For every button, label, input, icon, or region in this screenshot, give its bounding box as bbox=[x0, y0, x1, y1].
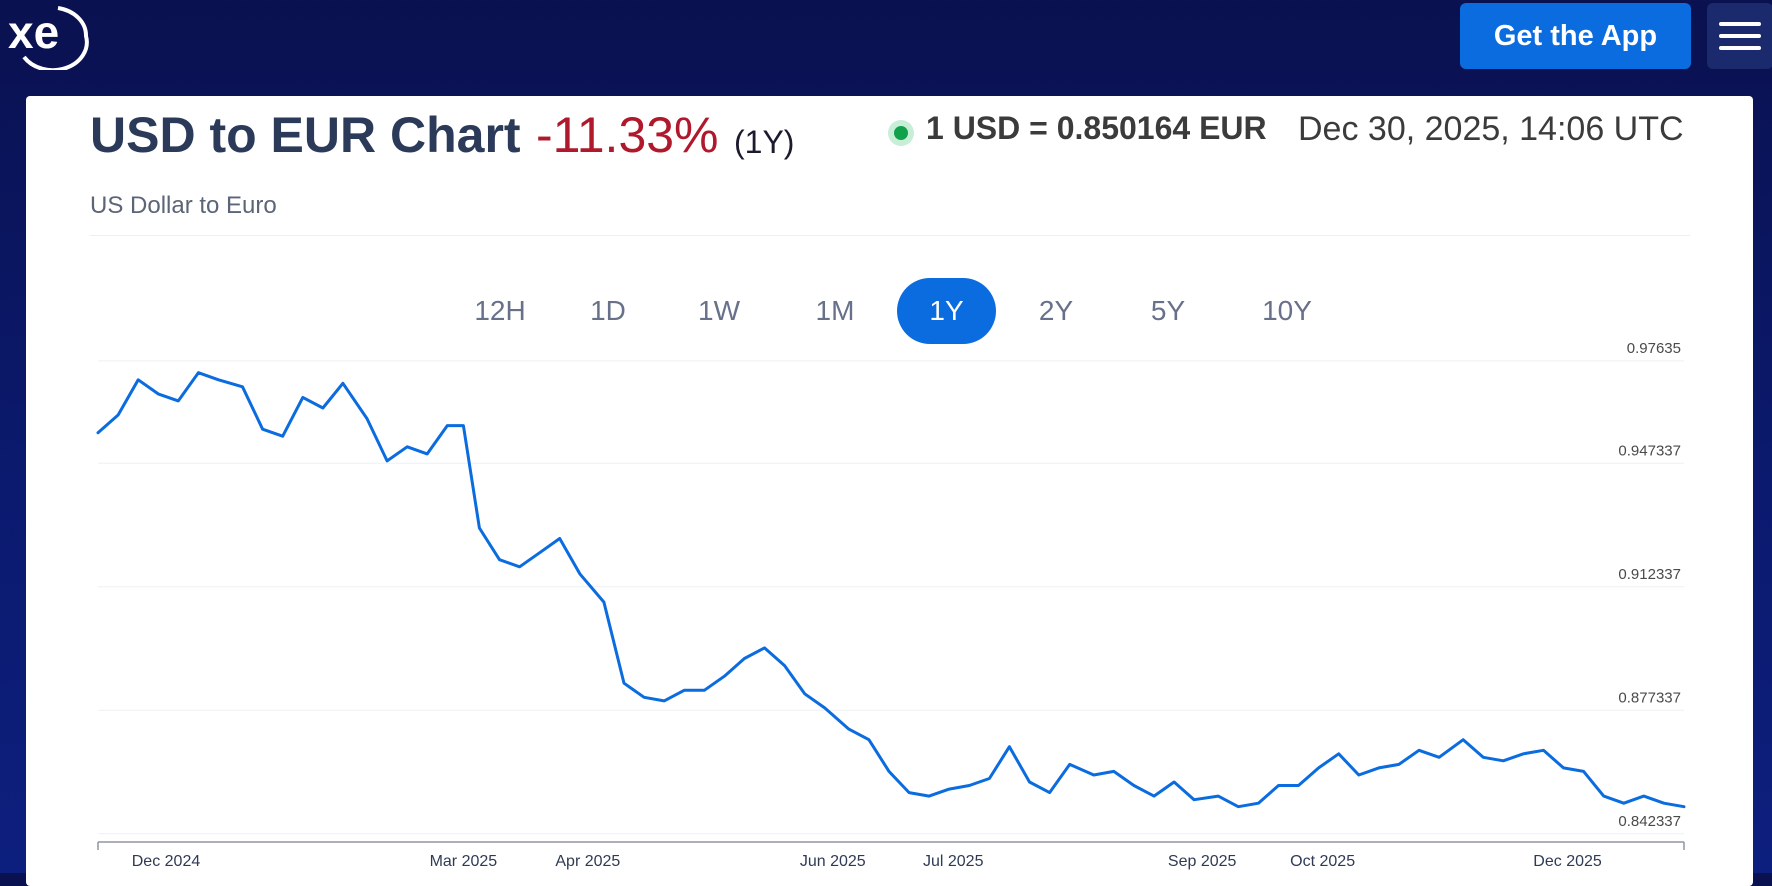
tab-2y[interactable]: 2Y bbox=[1038, 295, 1074, 326]
tab-1w[interactable]: 1W bbox=[698, 295, 740, 326]
rate-timestamp: Dec 30, 2025, 14:06 UTC bbox=[1298, 110, 1684, 148]
xe-logo[interactable]: xe bbox=[6, 2, 92, 70]
exchange-rate-chart[interactable]: 0.97635 0.947337 0.912337 0.877337 0.842337 D… bbox=[26, 96, 1753, 873]
x-tick-label: Dec 2024 bbox=[132, 853, 201, 870]
y-tick-label: 0.877337 bbox=[1618, 689, 1681, 706]
tab-1m[interactable]: 1M bbox=[815, 295, 855, 326]
x-tick-label: Jul 2025 bbox=[923, 853, 984, 870]
chart-card: USD to EUR Chart -11.33% (1Y) US Dollar … bbox=[26, 96, 1753, 886]
live-status-icon bbox=[888, 120, 914, 146]
rate-line bbox=[96, 371, 1686, 809]
top-navigation-bar: xe Get the App bbox=[0, 0, 1772, 96]
y-tick-label: 0.842337 bbox=[1618, 813, 1681, 830]
y-tick-label: 0.97635 bbox=[1627, 340, 1681, 357]
x-tick-label: Dec 2025 bbox=[1533, 853, 1602, 870]
x-tick-label: Jun 2025 bbox=[800, 853, 866, 870]
x-tick-label: Apr 2025 bbox=[555, 853, 620, 870]
page-title: USD to EUR Chart bbox=[90, 107, 521, 163]
change-period: (1Y) bbox=[734, 124, 795, 160]
y-tick-label: 0.912337 bbox=[1618, 566, 1681, 583]
time-range-tabs: 12H 1D 1W 1M 1Y 2Y 5Y 10Y bbox=[26, 278, 1753, 344]
currency-pair-subtitle: US Dollar to Euro bbox=[90, 192, 277, 219]
tab-1d[interactable]: 1D bbox=[590, 295, 626, 326]
change-percentage: -11.33% bbox=[536, 107, 719, 163]
y-tick-label: 0.947337 bbox=[1618, 442, 1681, 459]
header-divider bbox=[90, 235, 1690, 236]
x-tick-label: Mar 2025 bbox=[430, 853, 498, 870]
menu-bar bbox=[1719, 46, 1761, 50]
x-tick-label: Oct 2025 bbox=[1290, 853, 1355, 870]
svg-text:xe: xe bbox=[8, 6, 59, 58]
tab-5y[interactable]: 5Y bbox=[1150, 295, 1186, 326]
conversion-rate: 1 USD = 0.850164 EUR bbox=[926, 110, 1267, 146]
tab-10y[interactable]: 10Y bbox=[1262, 295, 1312, 326]
tab-12h[interactable]: 12H bbox=[474, 295, 526, 326]
menu-bar bbox=[1719, 34, 1761, 38]
hamburger-menu-icon[interactable] bbox=[1707, 3, 1772, 69]
get-the-app-button[interactable]: Get the App bbox=[1460, 3, 1691, 69]
x-tick-label: Sep 2025 bbox=[1168, 853, 1237, 870]
menu-bar bbox=[1719, 22, 1761, 26]
tab-1y[interactable]: 1Y bbox=[897, 278, 996, 344]
